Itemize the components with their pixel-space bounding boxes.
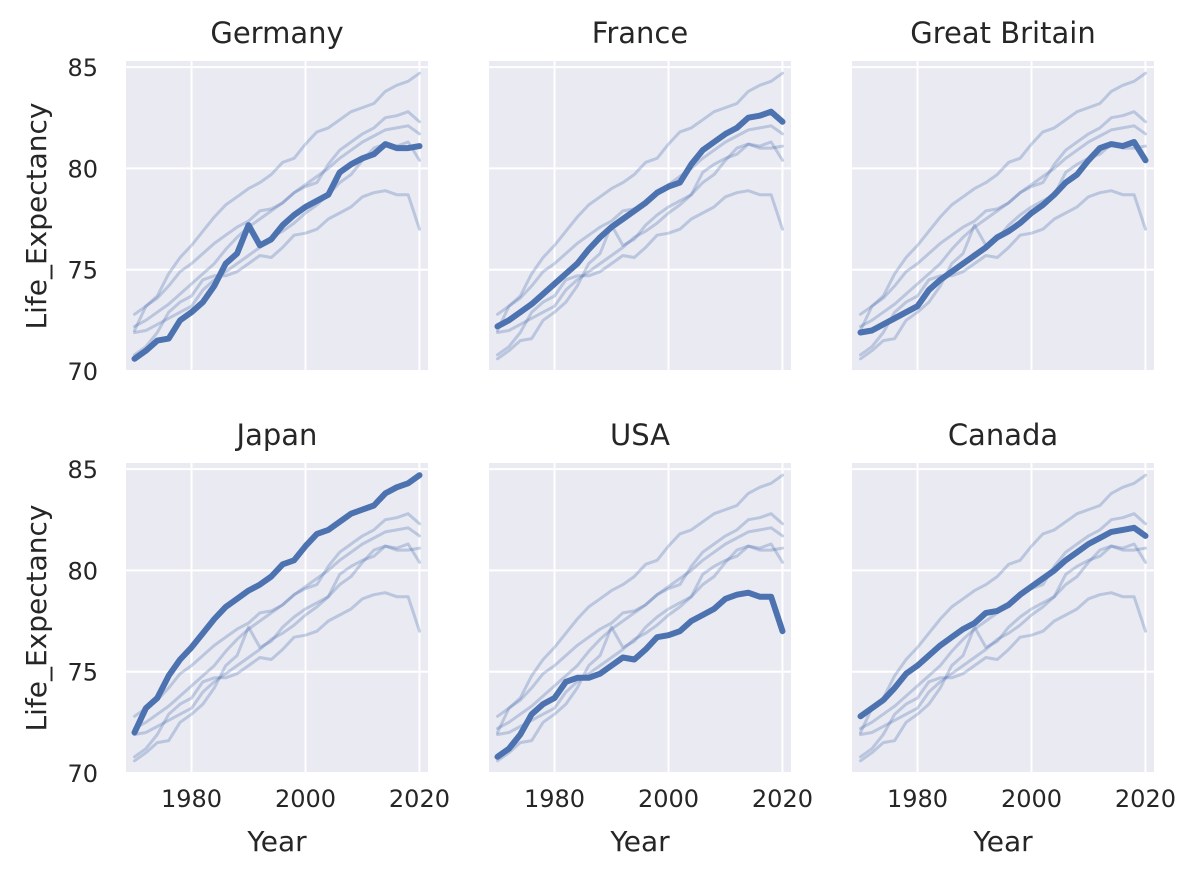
series-lines [131, 71, 423, 362]
panel-japan: Japan 70 75 80 85 Life_Expectancy 1980 2000 2020… [20, 418, 450, 858]
x-tick-label: 2000 [638, 785, 699, 813]
background-line-france [859, 110, 1147, 328]
plot-background [852, 463, 1154, 773]
x-tick-label: 2000 [1001, 785, 1062, 813]
background-line-france [133, 110, 421, 328]
y-tick-label: 70 [67, 760, 98, 788]
panel-usa: USA 1980 2000 2020 Year [489, 418, 813, 858]
x-tick-label: 2000 [275, 785, 336, 813]
panel-title: Germany [210, 16, 343, 50]
highlight-line-usa [494, 589, 786, 760]
background-line-japan [496, 71, 784, 332]
panel-title: France [592, 16, 688, 50]
highlight-line-germany [131, 141, 423, 362]
y-tick-label: 80 [67, 557, 98, 585]
background-line-great-britain [496, 542, 784, 736]
x-axis-label: Year [246, 825, 307, 858]
background-line-france [496, 512, 784, 730]
y-axis-label: Life_Expectancy [20, 103, 53, 330]
background-line-usa [859, 591, 1147, 759]
chart-panels: Germany 70 75 80 85 Life_Expectancy France Grea… [20, 16, 1176, 858]
background-line-germany [496, 544, 784, 763]
y-tick-label: 75 [67, 257, 98, 285]
background-line-japan [859, 473, 1147, 734]
background-line-france [133, 512, 421, 730]
plot-background [489, 61, 791, 371]
panel-great-britain: Great Britain [852, 16, 1154, 372]
y-tick-label: 75 [67, 659, 98, 687]
plot-background [489, 463, 791, 773]
background-line-germany [859, 544, 1147, 763]
series-lines [857, 473, 1149, 763]
background-line-usa [133, 591, 421, 759]
background-line-canada [133, 526, 421, 718]
panel-germany: Germany 70 75 80 85 Life_Expectancy [20, 16, 428, 386]
background-line-usa [859, 189, 1147, 357]
y-tick-label: 85 [67, 54, 98, 82]
x-tick-label: 2020 [1115, 785, 1176, 813]
panel-title: Canada [948, 418, 1058, 452]
background-line-great-britain [496, 140, 784, 334]
background-line-germany [133, 544, 421, 763]
panel-france: France [489, 16, 791, 372]
x-tick-label: 2020 [752, 785, 813, 813]
background-line-japan [859, 71, 1147, 332]
series-lines [494, 71, 786, 361]
panel-title: Great Britain [910, 16, 1095, 50]
highlight-line-great-britain [857, 139, 1149, 336]
series-lines [494, 473, 786, 763]
series-lines [857, 71, 1149, 361]
background-line-canada [133, 124, 421, 316]
panel-title: Japan [235, 418, 318, 452]
x-tick-label: 1980 [524, 785, 585, 813]
background-line-canada [859, 124, 1147, 316]
x-axis-label: Year [609, 825, 670, 858]
background-line-germany [496, 142, 784, 361]
y-tick-label: 80 [67, 155, 98, 183]
background-line-great-britain [859, 542, 1147, 736]
x-tick-label: 1980 [161, 785, 222, 813]
background-line-usa [496, 189, 784, 357]
background-line-japan [133, 71, 421, 332]
background-line-canada [496, 526, 784, 718]
background-line-usa [133, 189, 421, 357]
series-lines [131, 472, 423, 763]
highlight-line-canada [857, 524, 1149, 720]
y-tick-label: 70 [67, 358, 98, 386]
plot-background [126, 463, 428, 773]
panel-title: USA [610, 418, 670, 452]
highlight-line-france [494, 108, 786, 330]
y-tick-label: 85 [67, 456, 98, 484]
y-axis-label: Life_Expectancy [20, 505, 53, 732]
x-tick-label: 1980 [887, 785, 948, 813]
plot-background [852, 61, 1154, 371]
panel-canada: Canada 1980 2000 2020 Year [852, 418, 1176, 858]
plot-background [126, 61, 428, 371]
background-line-great-britain [133, 542, 421, 736]
background-line-japan [496, 473, 784, 734]
x-axis-label: Year [972, 825, 1033, 858]
x-tick-label: 2020 [389, 785, 450, 813]
highlight-line-japan [131, 472, 423, 736]
